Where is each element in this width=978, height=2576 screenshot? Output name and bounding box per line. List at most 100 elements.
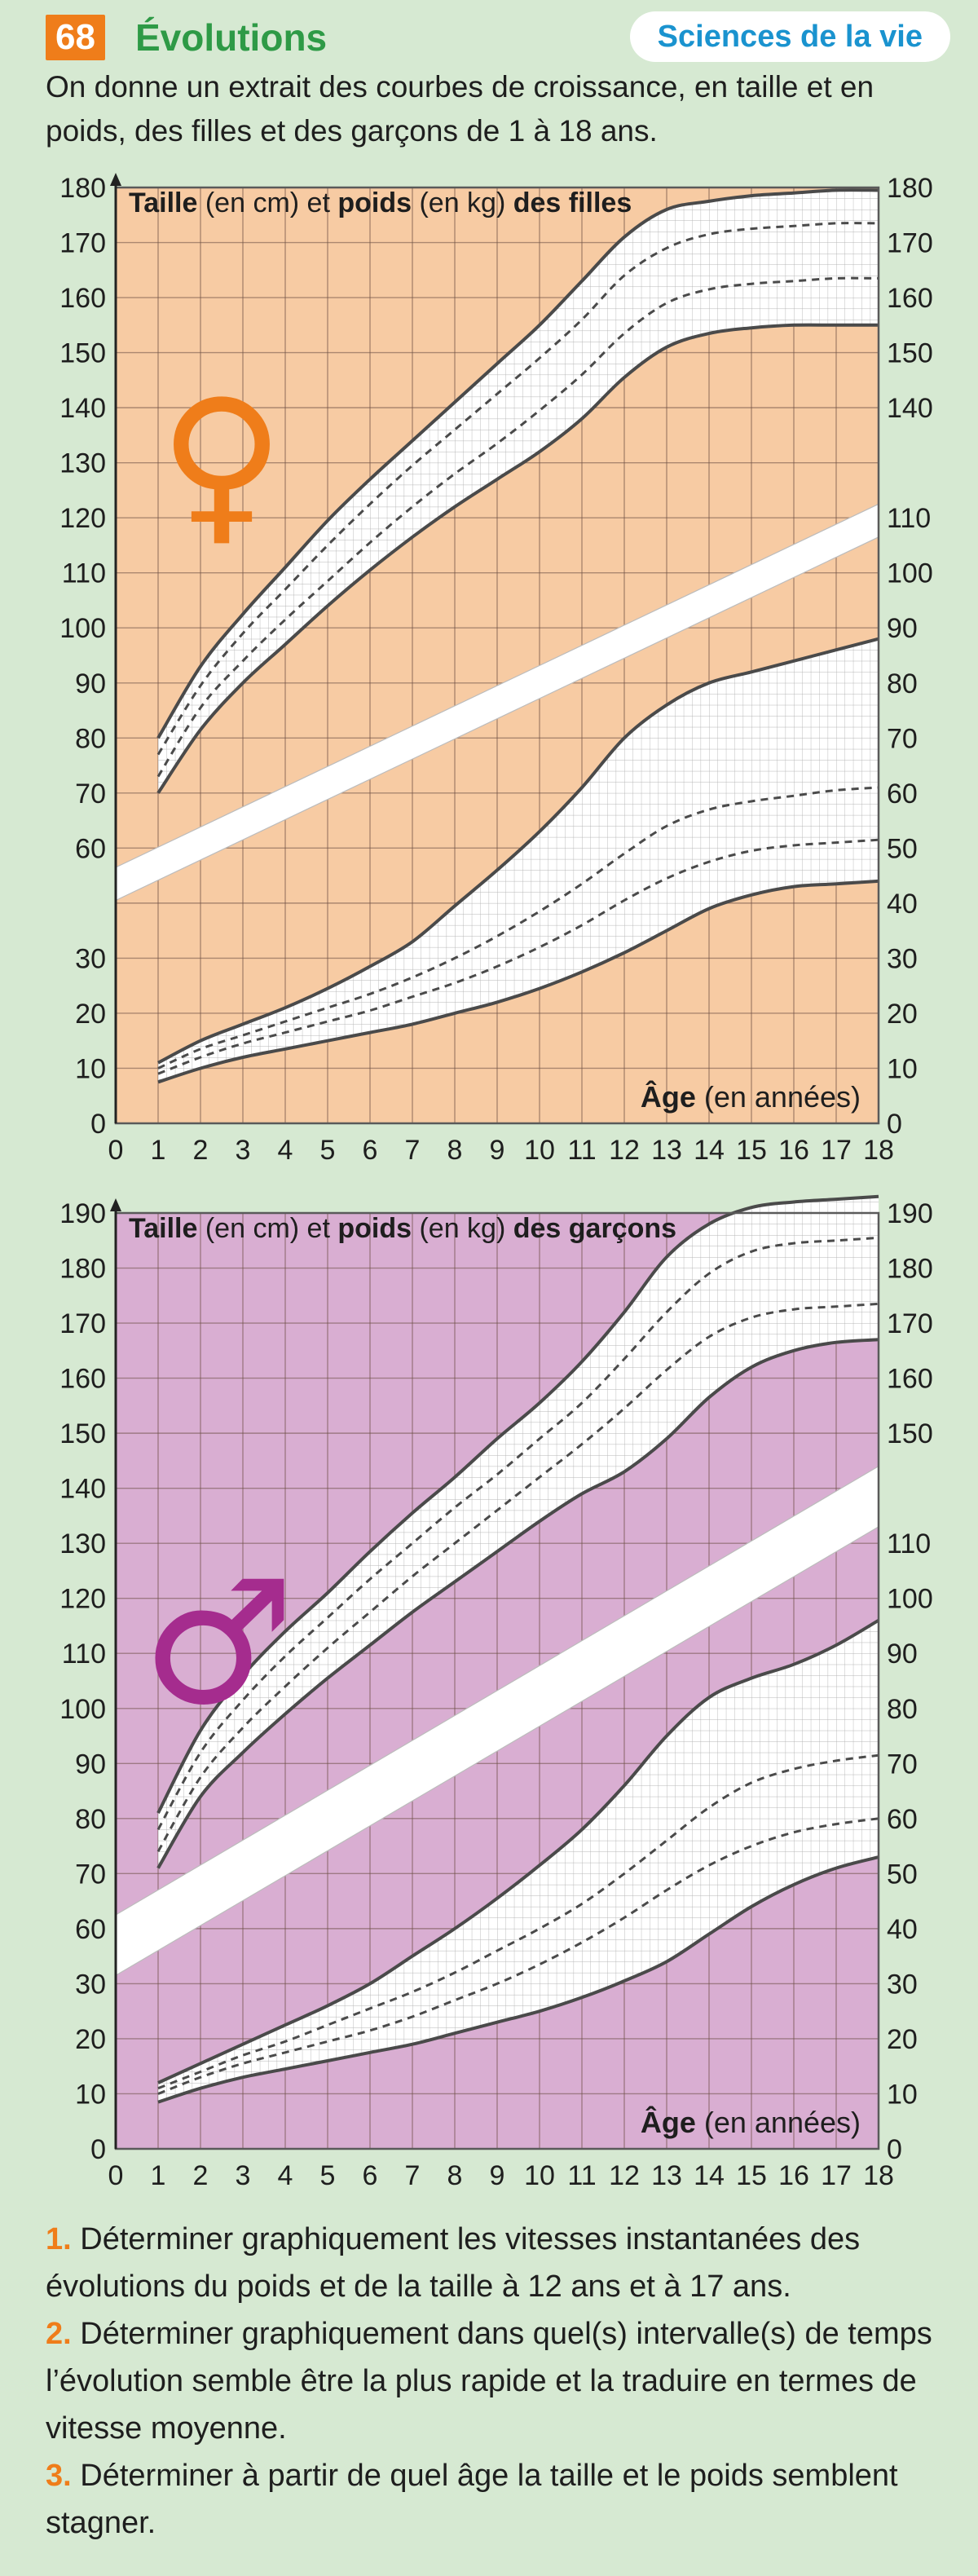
weight-range-band — [158, 1620, 879, 2102]
right-tick-label: 0 — [887, 2134, 902, 2165]
x-tick-label: 7 — [405, 1135, 421, 1166]
left-tick-label: 100 — [59, 1694, 106, 1725]
girls-chart-svg: 0102030607080901001101201301401501601701… — [59, 173, 933, 1166]
right-tick-label: 150 — [887, 1418, 933, 1449]
x-tick-label: 11 — [567, 2160, 596, 2191]
x-tick-label: 17 — [821, 2160, 852, 2191]
chart-title-part: Taille — [129, 187, 197, 218]
right-tick-label: 10 — [887, 2079, 918, 2110]
right-tick-label: 30 — [887, 1969, 918, 2000]
left-tick-label: 120 — [59, 503, 106, 534]
axis-break-edge — [115, 503, 879, 868]
right-tick-label: 50 — [887, 833, 918, 864]
chart-title-part: (en kg) — [412, 1213, 513, 1244]
question-1: 1. Déterminer graphiquement les vitesses… — [46, 2216, 958, 2310]
chart-title-part: poids — [337, 1213, 412, 1244]
left-tick-label: 190 — [59, 1198, 106, 1229]
x-tick-label: 5 — [320, 2160, 336, 2191]
right-tick-label: 60 — [887, 779, 918, 809]
right-tick-label: 30 — [887, 943, 918, 974]
chart-title-part: (en cm) et — [197, 1213, 337, 1244]
right-tick-label: 110 — [887, 503, 931, 534]
x-tick-label: 15 — [736, 1135, 767, 1166]
right-tick-label: 110 — [887, 1528, 931, 1559]
exercise-title: Évolutions — [135, 16, 328, 59]
x-tick-label: 17 — [821, 1135, 852, 1166]
x-tick-label: 13 — [651, 1135, 682, 1166]
question-number: 3. — [46, 2459, 72, 2493]
chart-title-part: (en cm) et — [197, 187, 337, 218]
x-tick-label: 6 — [363, 1135, 378, 1166]
left-tick-label: 20 — [75, 999, 106, 1030]
left-tick-label: 0 — [90, 2134, 106, 2165]
x-tick-label: 2 — [193, 1135, 209, 1166]
right-tick-label: 60 — [887, 1804, 918, 1835]
left-tick-label: 60 — [75, 1914, 106, 1945]
weight-curve-3 — [157, 838, 879, 1075]
right-tick-label: 70 — [887, 723, 918, 754]
left-tick-label: 70 — [75, 779, 106, 809]
x-axis-label-part: (en années) — [696, 2106, 861, 2139]
x-tick-label: 4 — [278, 2160, 293, 2191]
girls-gender-symbol-icon: ♀ — [159, 363, 284, 562]
axis-break-edge — [115, 1526, 879, 1976]
height-curve-2 — [156, 222, 879, 756]
y-axis-arrow — [110, 173, 121, 186]
chart-title: Taille (en cm) et poids (en kg) des fill… — [129, 187, 632, 218]
left-tick-label: 170 — [59, 228, 106, 259]
axis-break-edge — [115, 1466, 879, 1916]
x-tick-label: 9 — [490, 2160, 505, 2191]
left-tick-label: 180 — [59, 173, 106, 204]
right-tick-label: 10 — [887, 1053, 918, 1084]
left-tick-label: 180 — [59, 1254, 106, 1285]
left-tick-label: 30 — [75, 1969, 106, 2000]
right-tick-label: 160 — [887, 283, 933, 314]
right-tick-label: 70 — [887, 1749, 918, 1780]
height-curve-1 — [156, 188, 879, 739]
questions: 1. Déterminer graphiquement les vitesses… — [46, 2216, 958, 2547]
question-text: Déterminer graphiquement dans quel(s) in… — [46, 2317, 932, 2446]
left-tick-label: 60 — [75, 833, 106, 864]
right-tick-label: 90 — [887, 613, 918, 644]
left-tick-label: 70 — [75, 1859, 106, 1890]
height-curve-1 — [156, 1194, 879, 1815]
right-tick-label: 50 — [887, 1859, 918, 1890]
right-tick-label: 100 — [887, 558, 933, 589]
chart-title-part: Taille — [129, 1213, 197, 1244]
right-tick-label: 170 — [887, 228, 933, 259]
right-tick-label: 160 — [887, 1364, 933, 1395]
left-tick-label: 160 — [59, 1364, 106, 1395]
x-tick-label: 3 — [236, 2160, 251, 2191]
x-tick-label: 18 — [863, 1135, 894, 1166]
x-tick-label: 8 — [447, 1135, 463, 1166]
x-tick-label: 2 — [193, 2160, 209, 2191]
question-2: 2. Déterminer graphiquement dans quel(s)… — [46, 2310, 958, 2452]
right-tick-label: 80 — [887, 668, 918, 699]
left-tick-label: 150 — [59, 338, 106, 369]
left-tick-label: 100 — [59, 613, 106, 644]
weight-curve-2 — [157, 1753, 879, 2090]
left-tick-label: 130 — [59, 448, 106, 479]
x-tick-label: 1 — [151, 1135, 166, 1166]
question-number: 1. — [46, 2222, 72, 2256]
right-tick-label: 190 — [887, 1198, 933, 1229]
x-tick-label: 14 — [694, 1135, 725, 1166]
left-tick-label: 170 — [59, 1308, 106, 1339]
intro-text: On donne un extrait des courbes de crois… — [46, 70, 874, 148]
question-text: Déterminer graphiquement les vitesses in… — [46, 2222, 861, 2304]
chart-title-part: des garçons — [513, 1213, 676, 1244]
right-tick-label: 40 — [887, 1914, 918, 1945]
x-axis-label: Âge (en années) — [641, 1079, 861, 1114]
subject-tag: Sciences de la vie — [629, 11, 950, 62]
question-text: Déterminer à partir de quel âge la taill… — [46, 2459, 898, 2540]
x-tick-label: 1 — [151, 2160, 166, 2191]
x-axis-label-part: (en années) — [696, 1080, 861, 1114]
left-tick-label: 90 — [75, 1749, 106, 1780]
exercise-header: 68 Évolutions Sciences de la vie — [46, 11, 950, 65]
axis-break-band — [116, 504, 879, 901]
right-tick-label: 80 — [887, 1694, 918, 1725]
left-tick-label: 10 — [75, 1053, 106, 1084]
x-tick-label: 16 — [778, 1135, 809, 1166]
y-axis-arrow — [110, 1198, 121, 1211]
question-3: 3. Déterminer à partir de quel âge la ta… — [46, 2452, 958, 2547]
